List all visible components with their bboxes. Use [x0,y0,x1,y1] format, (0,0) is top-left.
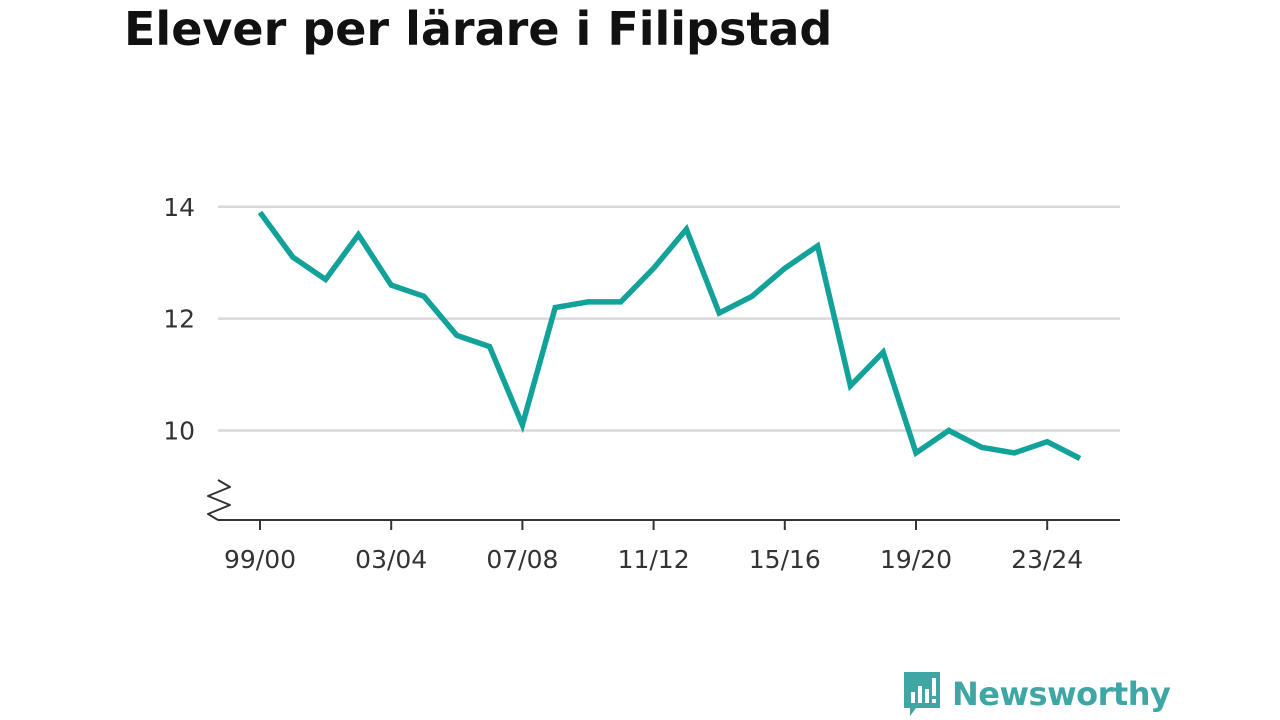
x-tick-label: 11/12 [618,545,690,574]
newsworthy-logo: Newsworthy [902,670,1171,718]
series-group [257,210,1082,461]
x-tick-label: 07/08 [486,545,558,574]
chart-title: Elever per lärare i Filipstad [124,2,833,56]
y-axis-tick-labels: 10 12 14 [163,193,195,446]
gridlines [218,205,1120,432]
x-tick-label: 19/20 [880,545,952,574]
x-tick-label: 99/00 [224,545,296,574]
y-axis-break-mark [207,479,231,521]
brand-name: Newsworthy [952,675,1171,713]
x-tick-label: 03/04 [355,545,427,574]
y-tick-label: 12 [163,305,195,334]
y-tick-label: 14 [163,193,195,222]
x-axis-tick-labels: 99/00 03/04 07/08 11/12 15/16 19/20 23/24 [224,545,1083,574]
x-axis [207,479,1120,530]
y-tick-label: 10 [163,417,195,446]
x-tick-label: 23/24 [1011,545,1083,574]
series-line [257,210,1082,461]
bar-chart-speech-bubble-icon [904,672,940,716]
x-tick-label: 15/16 [749,545,821,574]
